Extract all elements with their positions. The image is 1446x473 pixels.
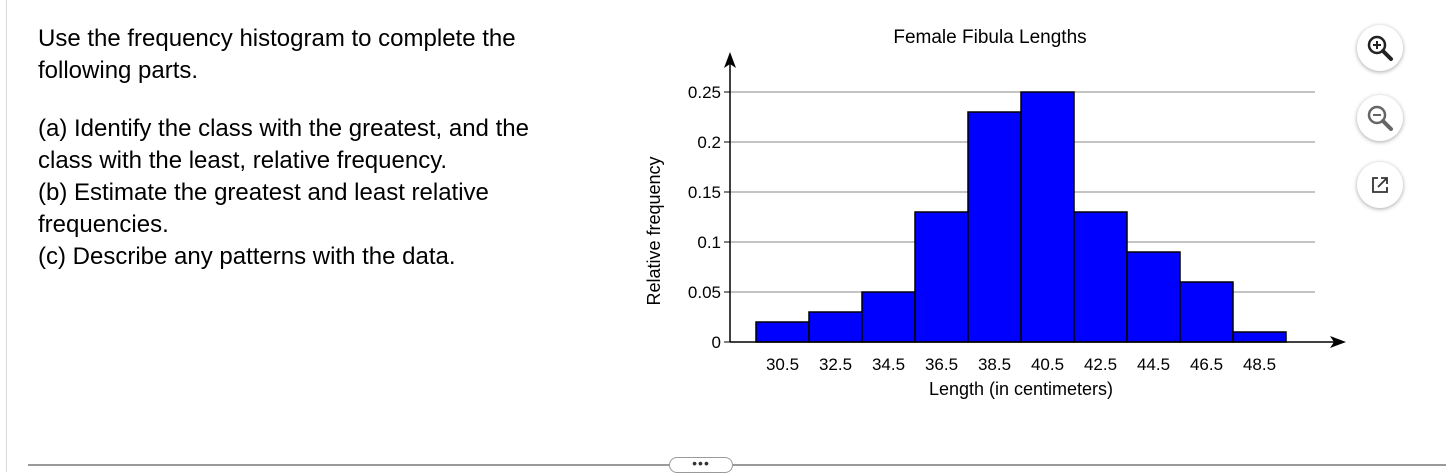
question-text: Use the frequency histogram to complete … (38, 23, 598, 273)
histogram-chart: Female Fibula Lengths Relative frequency… (630, 20, 1370, 415)
x-tick-label: 42.5 (1084, 355, 1117, 374)
histogram-bar (914, 211, 969, 343)
intro-line-2: following parts. (38, 57, 199, 84)
histogram-bar (967, 111, 1022, 343)
y-tick-label: 0.05 (688, 283, 721, 302)
part-c: (c) Describe any patterns with the data. (38, 243, 456, 270)
histogram-bar (1020, 91, 1075, 343)
histogram-bar (861, 291, 916, 343)
x-tick-label: 48.5 (1243, 355, 1276, 374)
y-axis-label: Relative frequency (644, 156, 664, 305)
chart-title: Female Fibula Lengths (893, 27, 1086, 48)
x-tick-label: 32.5 (819, 355, 852, 374)
zoom-out-icon (1367, 105, 1393, 131)
x-axis-arrow (1330, 336, 1346, 348)
histogram-bar (1073, 211, 1128, 343)
x-tick-label: 36.5 (925, 355, 958, 374)
x-tick-label: 30.5 (766, 355, 799, 374)
bottom-divider (28, 464, 1446, 466)
more-options-button[interactable]: ••• (669, 456, 733, 473)
histogram-bar (1232, 331, 1287, 343)
histogram-bar (1126, 251, 1181, 343)
part-a-line-2: class with the least, relative frequency… (38, 147, 448, 174)
external-link-icon (1372, 177, 1388, 193)
part-a-line-1: (a) Identify the class with the greatest… (38, 115, 529, 142)
y-tick-label: 0.2 (697, 133, 721, 152)
zoom-out-button[interactable] (1357, 95, 1403, 141)
y-tick-label: 0.15 (688, 183, 721, 202)
part-b-line-2: frequencies. (38, 211, 169, 238)
y-tick-label: 0.25 (688, 83, 721, 102)
histogram-bar (1179, 281, 1234, 343)
x-tick-label: 46.5 (1190, 355, 1223, 374)
part-b-line-1: (b) Estimate the greatest and least rela… (38, 179, 489, 206)
intro-line-1: Use the frequency histogram to complete … (38, 25, 516, 52)
popout-button[interactable] (1357, 162, 1403, 208)
y-axis-arrow (724, 52, 736, 68)
x-tick-label: 44.5 (1137, 355, 1170, 374)
zoom-in-button[interactable] (1357, 25, 1403, 71)
histogram-svg: Female Fibula Lengths Relative frequency… (644, 27, 1346, 399)
histogram-bar (808, 311, 863, 343)
zoom-in-icon (1367, 35, 1393, 61)
x-axis-label: Length (in centimeters) (929, 379, 1113, 399)
x-tick-label: 38.5 (978, 355, 1011, 374)
y-tick-label: 0.1 (697, 233, 721, 252)
x-tick-label: 34.5 (872, 355, 905, 374)
y-tick-label: 0 (712, 333, 721, 352)
histogram-bar (755, 321, 810, 343)
left-border (6, 0, 7, 472)
x-tick-label: 40.5 (1031, 355, 1064, 374)
